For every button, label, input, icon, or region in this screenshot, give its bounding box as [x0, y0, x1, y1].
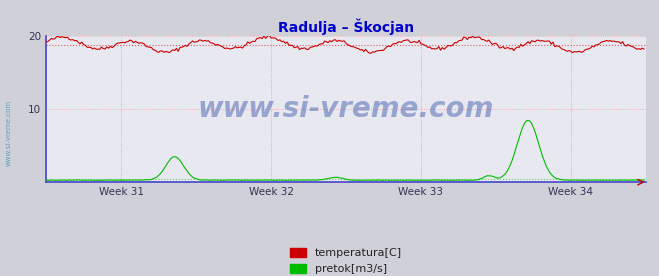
Text: www.si-vreme.com: www.si-vreme.com [5, 99, 11, 166]
Title: Radulja – Škocjan: Radulja – Škocjan [278, 18, 414, 35]
Text: www.si-vreme.com: www.si-vreme.com [198, 95, 494, 123]
Legend: temperatura[C], pretok[m3/s]: temperatura[C], pretok[m3/s] [285, 243, 407, 276]
